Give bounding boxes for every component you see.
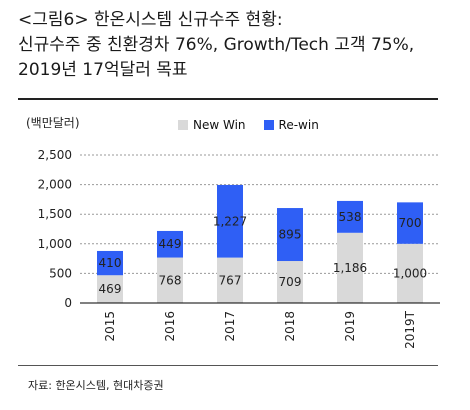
x-tick-label: 2016	[163, 311, 177, 342]
legend-item-new-win: New Win	[178, 118, 246, 132]
bar-new-win	[217, 257, 243, 303]
source-divider	[18, 365, 438, 366]
data-label-new-win: 767	[219, 273, 242, 287]
data-label-new-win: 1,186	[333, 261, 367, 275]
legend-item-re-win: Re-win	[263, 118, 319, 132]
data-label-new-win: 469	[99, 282, 122, 296]
data-label-new-win: 768	[159, 273, 182, 287]
data-label-re-win: 538	[339, 210, 362, 224]
bar-re-win	[157, 230, 183, 258]
y-tick-label: 1,500	[38, 207, 72, 221]
bar-re-win	[277, 208, 303, 262]
unit-label: (백만달러)	[26, 116, 80, 130]
y-tick-label: 2,000	[38, 178, 72, 192]
bar-new-win	[97, 275, 123, 303]
data-label-re-win: 700	[399, 216, 422, 230]
data-label-new-win: 709	[279, 275, 302, 289]
bar-new-win	[277, 261, 303, 303]
legend: New Win Re-win	[178, 118, 319, 132]
legend-swatch-re-win	[263, 120, 274, 130]
source-note: 자료: 한온시스템, 현대차증권	[28, 379, 164, 392]
x-tick-label: 2015	[103, 311, 117, 342]
title-divider	[18, 98, 438, 100]
bar-new-win	[397, 243, 423, 303]
y-tick-label: 500	[49, 266, 72, 280]
data-label-re-win: 895	[279, 228, 302, 242]
x-tick-label: 2017	[223, 311, 237, 342]
bar-re-win	[97, 250, 123, 276]
data-label-re-win: 1,227	[213, 214, 247, 228]
x-tick-label: 2019	[343, 311, 357, 342]
title-line-2: 신규수주 중 친환경차 76%, Growth/Tech 고객 75%,	[18, 35, 415, 55]
data-label-re-win: 449	[159, 237, 182, 251]
bar-new-win	[157, 257, 183, 303]
chart-title: <그림6> 한온시스템 신규수주 현황: 신규수주 중 친환경차 76%, Gr…	[18, 8, 458, 83]
data-label-re-win: 410	[99, 256, 122, 270]
data-label-new-win: 1,000	[393, 266, 427, 280]
stacked-bar-chart: 0 500 1,000 1,500 2,000 2,500 469 410 2015 768 449…	[38, 148, 440, 349]
y-tick-label: 2,500	[38, 148, 72, 162]
legend-label-re-win: Re-win	[278, 118, 319, 132]
x-tick-label: 2018	[283, 311, 297, 342]
bar-re-win	[217, 184, 243, 258]
legend-swatch-new-win	[178, 120, 188, 130]
bar-re-win	[337, 200, 363, 233]
y-tick-label: 1,000	[38, 237, 72, 251]
x-tick-label: 2019T	[403, 310, 417, 349]
title-line-3: 2019년 17억달러 목표	[18, 60, 188, 80]
bar-new-win	[337, 232, 363, 303]
bar-re-win	[397, 202, 423, 244]
title-line-1: <그림6> 한온시스템 신규수주 현황:	[18, 10, 283, 30]
y-tick-label: 0	[64, 296, 72, 310]
legend-label-new-win: New Win	[193, 118, 246, 132]
